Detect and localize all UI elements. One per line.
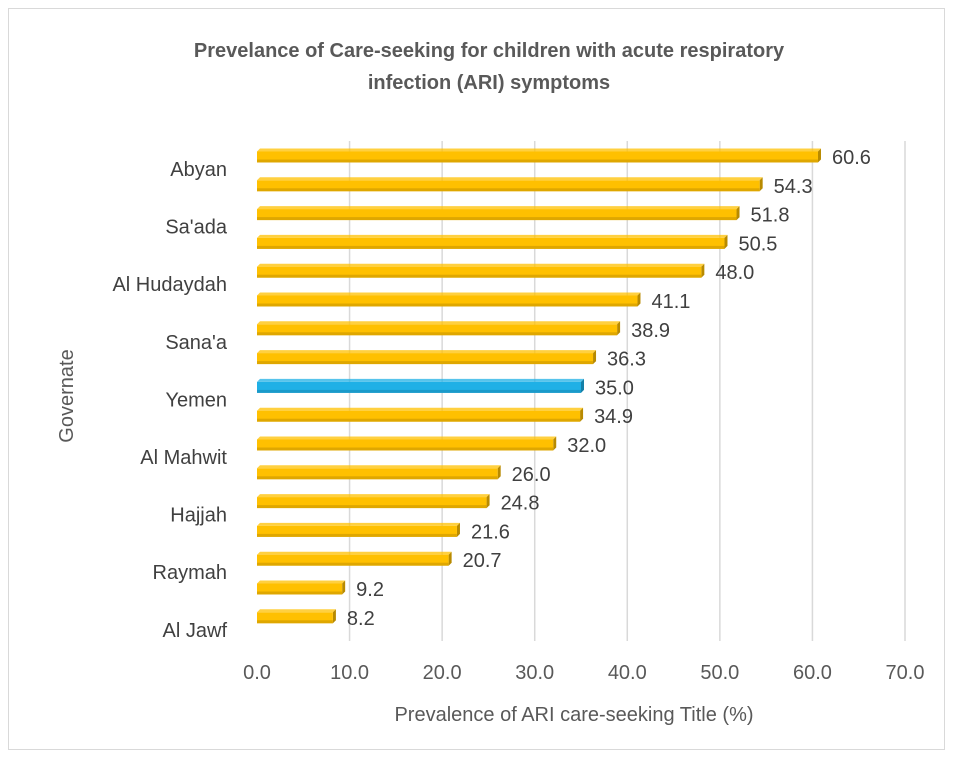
x-tick-label: 10.0 <box>330 662 369 684</box>
value-label: 38.9 <box>631 320 670 342</box>
x-tick-label: 50.0 <box>700 662 739 684</box>
bar <box>257 465 501 480</box>
value-label: 9.2 <box>356 579 384 601</box>
bar <box>257 206 740 221</box>
value-label: 41.1 <box>651 291 690 313</box>
category-label: Abyan <box>170 159 227 181</box>
x-axis-title: Prevalence of ARI care-seeking Title (%) <box>394 704 753 726</box>
category-label: Al Jawf <box>163 620 228 642</box>
category-label: Yemen <box>165 389 227 411</box>
value-labels: 60.6 54.3 51.8 50.5 48.0 41.1 38.9 36.3 35.0 34.9… <box>347 147 871 630</box>
bar <box>257 148 821 163</box>
category-label: Hajjah <box>170 505 227 527</box>
category-label: Sa'ada <box>165 217 228 239</box>
category-label: Al Hudaydah <box>112 274 227 296</box>
y-axis-title: Governate <box>56 349 78 442</box>
value-label: 20.7 <box>463 550 502 572</box>
category-labels: Abyan Sa'ada Al Hudaydah Sana'a Yemen Al Mahw… <box>112 159 227 642</box>
bars <box>257 148 821 624</box>
chart-title-line-1: Prevelance of Care-seeking for children … <box>194 40 785 62</box>
x-tick-label: 0.0 <box>243 662 271 684</box>
chart-title: Prevelance of Care-seeking for children … <box>194 40 785 94</box>
bar <box>257 407 584 422</box>
x-tick-label: 70.0 <box>886 662 925 684</box>
bar <box>257 292 641 307</box>
bar <box>257 263 705 278</box>
bar <box>257 177 763 192</box>
x-tick-label: 40.0 <box>608 662 647 684</box>
x-tick-labels: 0.0 10.0 20.0 30.0 40.0 50.0 60.0 70.0 <box>243 662 924 684</box>
x-tick-label: 30.0 <box>515 662 554 684</box>
bar <box>257 321 621 336</box>
value-label: 48.0 <box>715 262 754 284</box>
bar <box>257 580 346 595</box>
bar <box>257 494 490 509</box>
value-label: 24.8 <box>501 493 540 515</box>
x-tick-label: 20.0 <box>423 662 462 684</box>
value-label: 51.8 <box>751 205 790 227</box>
chart-frame: Prevelance of Care-seeking for children … <box>8 8 945 750</box>
category-label: Sana'a <box>165 332 228 354</box>
chart-title-line-2: infection (ARI) symptoms <box>368 72 610 94</box>
value-label: 21.6 <box>471 521 510 543</box>
bar <box>257 234 728 249</box>
value-label: 35.0 <box>595 377 634 399</box>
bar <box>257 436 557 451</box>
value-label: 36.3 <box>607 349 646 371</box>
value-label: 34.9 <box>594 406 633 428</box>
value-label: 26.0 <box>512 464 551 486</box>
bar-chart: Prevelance of Care-seeking for children … <box>56 40 924 726</box>
category-label: Al Mahwit <box>140 447 227 469</box>
bar <box>257 350 597 365</box>
bar <box>257 551 452 566</box>
x-tick-label: 60.0 <box>793 662 832 684</box>
value-label: 8.2 <box>347 608 375 630</box>
value-label: 60.6 <box>832 147 871 169</box>
bar <box>257 609 336 624</box>
value-label: 32.0 <box>567 435 606 457</box>
bar <box>257 522 460 537</box>
category-label: Raymah <box>153 562 227 584</box>
value-label: 54.3 <box>774 176 813 198</box>
bar <box>257 378 584 393</box>
value-label: 50.5 <box>738 233 777 255</box>
